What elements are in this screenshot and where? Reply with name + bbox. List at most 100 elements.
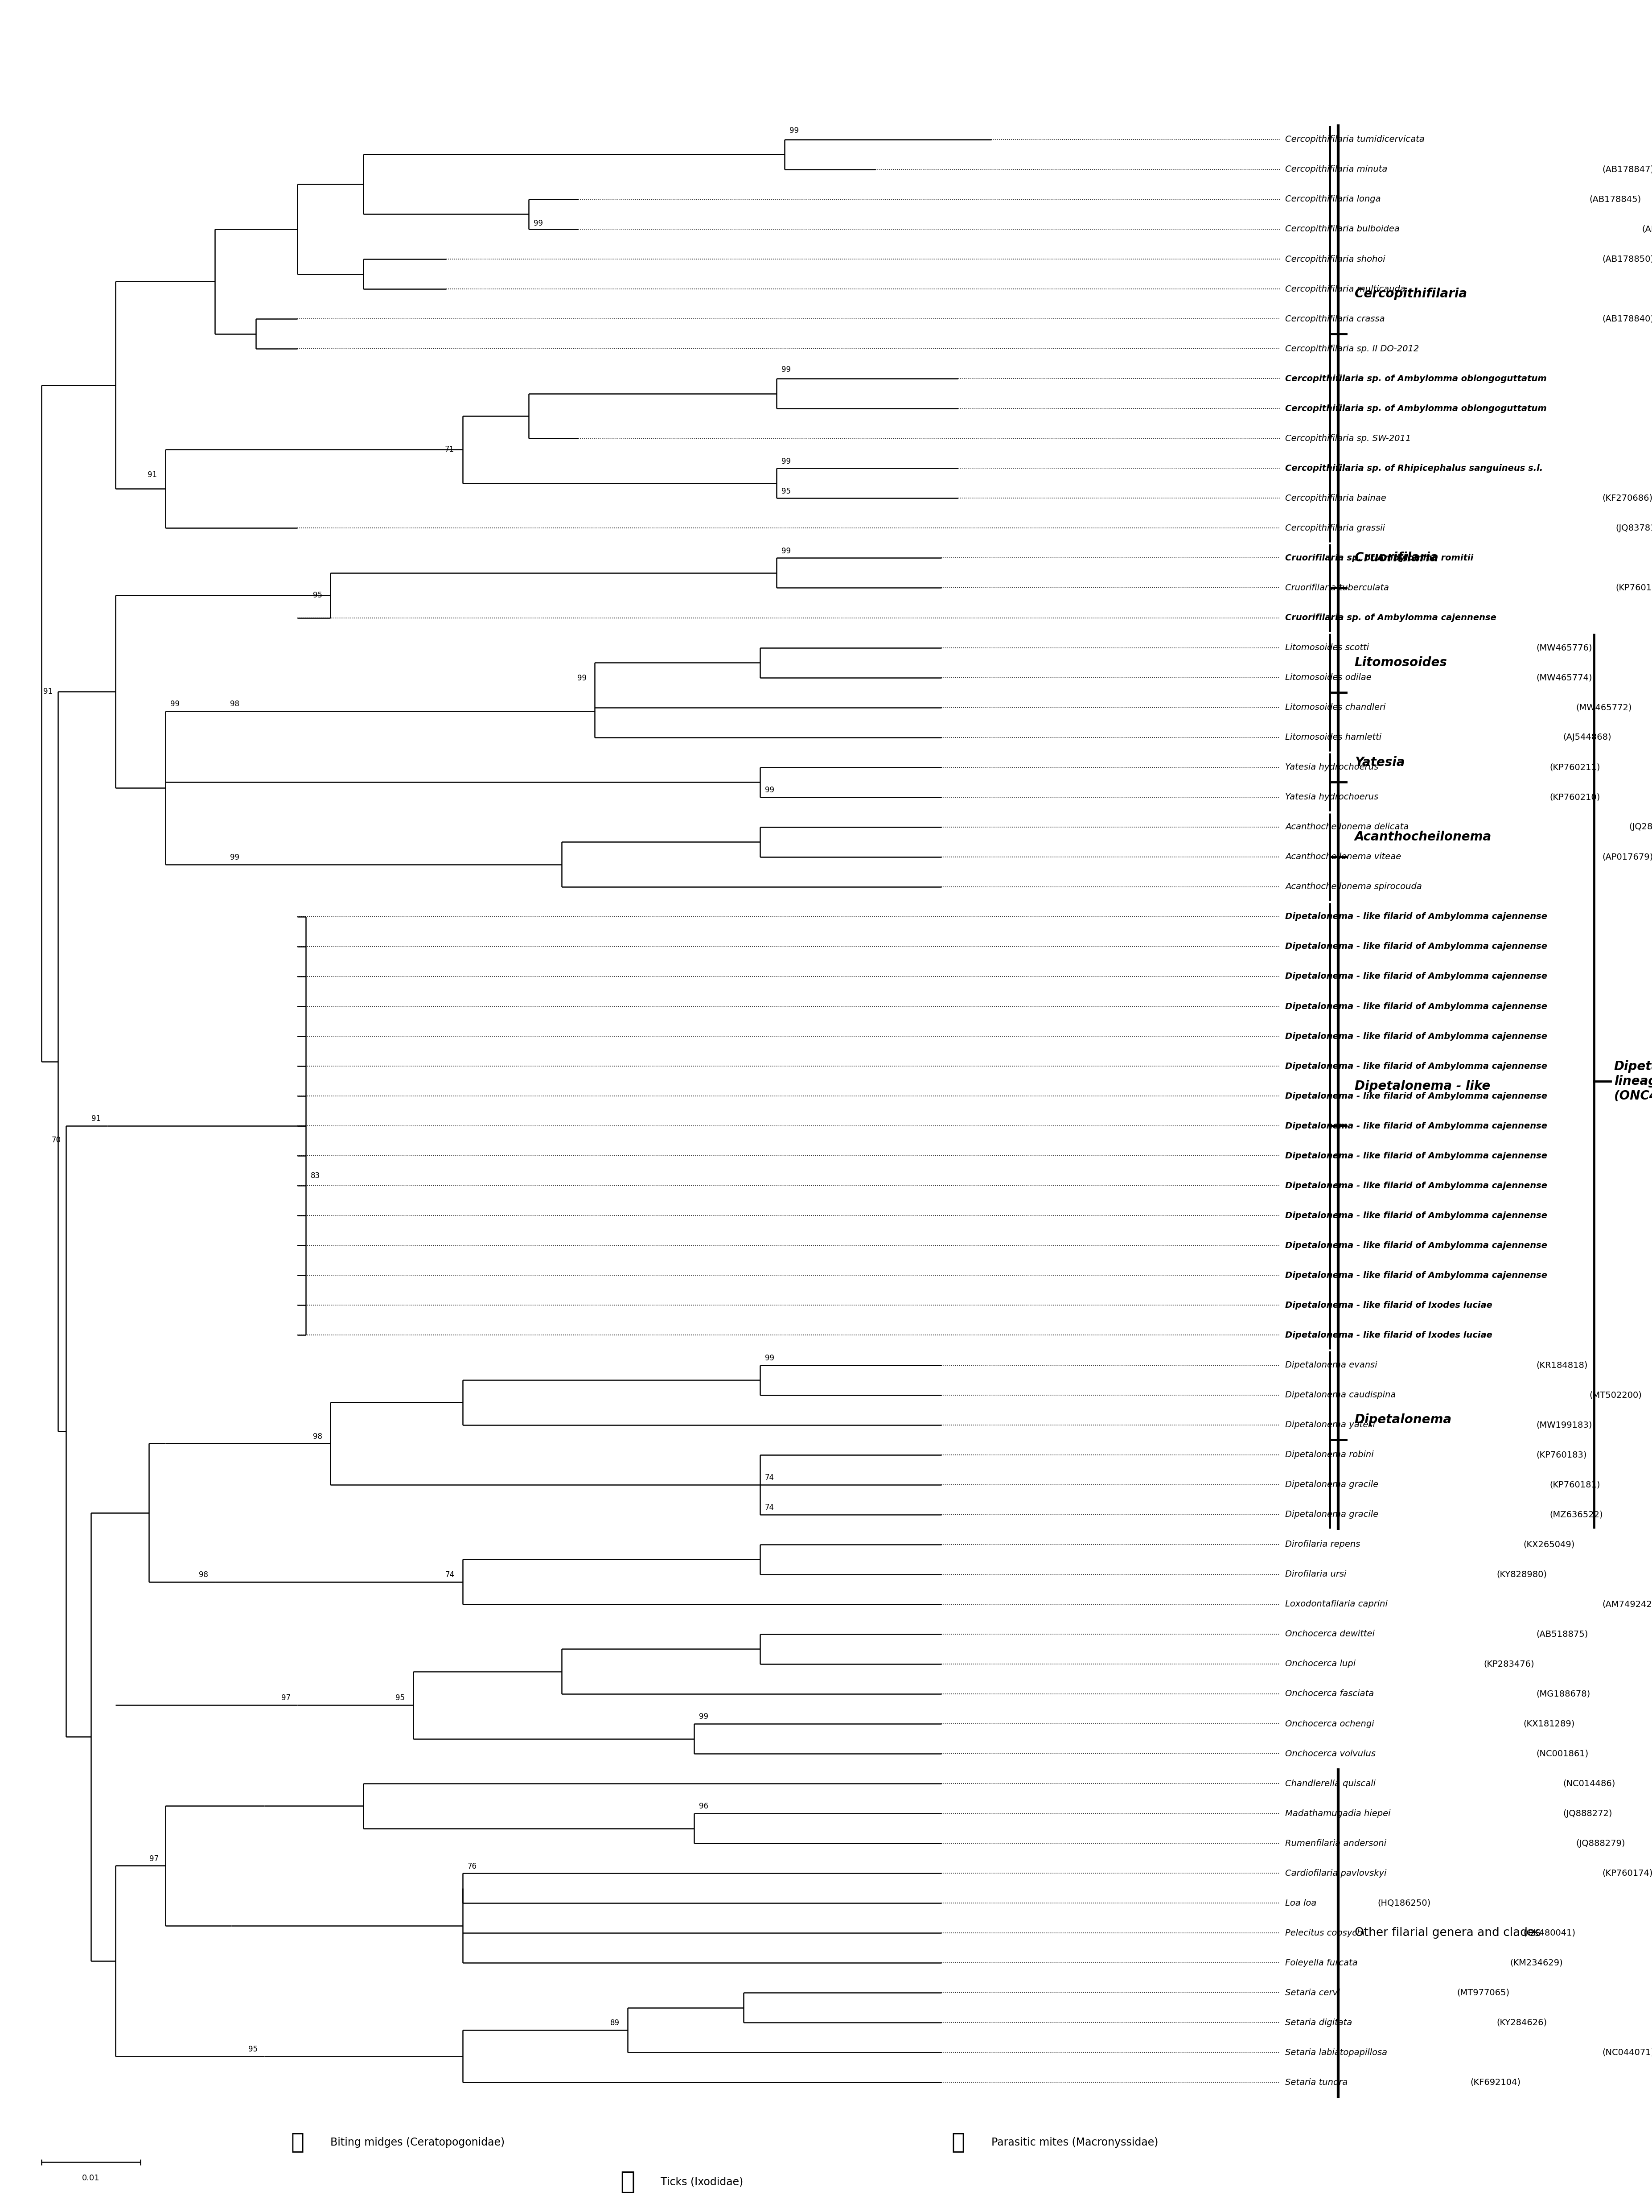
Text: (AB178847): (AB178847) [1602, 166, 1652, 173]
Text: (KX265049): (KX265049) [1523, 1540, 1574, 1548]
Text: Pelecitus copsychi: Pelecitus copsychi [1285, 1929, 1368, 1938]
Text: Cruorifilaria sp. of Ambylomma romitii: Cruorifilaria sp. of Ambylomma romitii [1285, 553, 1474, 562]
Text: Cercopithifilaria: Cercopithifilaria [1355, 288, 1467, 301]
Text: 96: 96 [699, 1803, 709, 1809]
Text: Dipetalonema
lineage
(ONC4): Dipetalonema lineage (ONC4) [1614, 1060, 1652, 1102]
Text: 76: 76 [468, 1863, 477, 1869]
Text: Onchocerca dewittei: Onchocerca dewittei [1285, 1630, 1378, 1639]
Text: Loa loa: Loa loa [1285, 1898, 1320, 1907]
Text: 99: 99 [230, 854, 240, 860]
Text: 89: 89 [610, 2020, 620, 2026]
Text: (NC044071): (NC044071) [1602, 2048, 1652, 2057]
Text: (MW199183): (MW199183) [1536, 1420, 1593, 1429]
Text: Loxodontafilaria caprini: Loxodontafilaria caprini [1285, 1599, 1391, 1608]
Text: (MW465776): (MW465776) [1536, 644, 1593, 653]
Text: Setaria cervi: Setaria cervi [1285, 1989, 1343, 1997]
Text: 95: 95 [395, 1694, 405, 1701]
Text: Dipetalonema - like: Dipetalonema - like [1355, 1079, 1490, 1093]
Text: (JQ888279): (JQ888279) [1576, 1838, 1626, 1847]
Text: Dipetalonema - like filarid of Ixodes luciae: Dipetalonema - like filarid of Ixodes lu… [1285, 1332, 1492, 1340]
Text: (MG188678): (MG188678) [1536, 1690, 1591, 1699]
Text: Dipetalonema - like filarid of Ambylomma cajennense: Dipetalonema - like filarid of Ambylomma… [1285, 1181, 1548, 1190]
Text: Dipetalonema - like filarid of Ambylomma cajennense: Dipetalonema - like filarid of Ambylomma… [1285, 1121, 1548, 1130]
Text: 95: 95 [312, 591, 322, 599]
Text: (JQ837810): (JQ837810) [1616, 524, 1652, 533]
Text: (KP760176): (KP760176) [1616, 584, 1652, 593]
Text: 0.01: 0.01 [83, 2174, 99, 2183]
Text: 71: 71 [444, 445, 454, 453]
Text: 91: 91 [91, 1115, 101, 1124]
Text: Yatesia hydrochoerus: Yatesia hydrochoerus [1285, 763, 1381, 772]
Text: 91: 91 [147, 471, 157, 478]
Text: Cercopithifilaria grassii: Cercopithifilaria grassii [1285, 524, 1388, 533]
Text: Dipetalonema - like filarid of Ambylomma cajennense: Dipetalonema - like filarid of Ambylomma… [1285, 1241, 1548, 1250]
Text: Cercopithifilaria longa: Cercopithifilaria longa [1285, 195, 1384, 204]
Text: 99: 99 [781, 365, 791, 374]
Text: 99: 99 [765, 1354, 775, 1363]
Text: Yatesia hydrochoerus: Yatesia hydrochoerus [1285, 792, 1381, 801]
Text: Cercopithifilaria crassa: Cercopithifilaria crassa [1285, 314, 1388, 323]
Text: (AB178850): (AB178850) [1602, 254, 1652, 263]
Text: Madathamugadia hiepei: Madathamugadia hiepei [1285, 1809, 1394, 1818]
Text: Setaria digitata: Setaria digitata [1285, 2017, 1355, 2026]
Text: Dipetalonema - like filarid of Ambylomma cajennense: Dipetalonema - like filarid of Ambylomma… [1285, 1152, 1548, 1159]
Text: Dipetalonema gracile: Dipetalonema gracile [1285, 1511, 1381, 1520]
Text: (OK480041): (OK480041) [1523, 1929, 1576, 1938]
Text: Acanthocheilonema: Acanthocheilonema [1355, 832, 1492, 843]
Text: Setaria labiatopapillosa: Setaria labiatopapillosa [1285, 2048, 1391, 2057]
Text: Yatesia: Yatesia [1355, 757, 1404, 768]
Text: Cercopithifilaria sp. SW-2011: Cercopithifilaria sp. SW-2011 [1285, 434, 1414, 442]
Text: (KP760181): (KP760181) [1550, 1480, 1601, 1489]
Text: Dirofilaria ursi: Dirofilaria ursi [1285, 1571, 1350, 1579]
Text: (KP760211): (KP760211) [1550, 763, 1601, 772]
Text: (KP283476): (KP283476) [1483, 1659, 1535, 1668]
Text: Rumenfilaria andersoni: Rumenfilaria andersoni [1285, 1838, 1389, 1847]
Text: Dipetalonema: Dipetalonema [1355, 1413, 1452, 1427]
Text: Litomosoides hamletti: Litomosoides hamletti [1285, 732, 1384, 741]
Text: 99: 99 [781, 546, 791, 555]
Text: Dipetalonema - like filarid of Ambylomma cajennense: Dipetalonema - like filarid of Ambylomma… [1285, 1093, 1548, 1099]
Text: (AB178834): (AB178834) [1642, 226, 1652, 234]
Text: (HQ186250): (HQ186250) [1378, 1898, 1431, 1907]
Text: 99: 99 [765, 785, 775, 794]
Text: Dipetalonema - like filarid of Ambylomma cajennense: Dipetalonema - like filarid of Ambylomma… [1285, 942, 1548, 951]
Text: Onchocerca lupi: Onchocerca lupi [1285, 1659, 1358, 1668]
Text: (KX181289): (KX181289) [1523, 1719, 1574, 1728]
Text: (KY284626): (KY284626) [1497, 2017, 1548, 2026]
Text: Dipetalonema - like filarid of Ambylomma cajennense: Dipetalonema - like filarid of Ambylomma… [1285, 1062, 1548, 1071]
Text: Dipetalonema - like filarid of Ambylomma cajennense: Dipetalonema - like filarid of Ambylomma… [1285, 1033, 1548, 1040]
Text: Acanthocheilonema viteae: Acanthocheilonema viteae [1285, 852, 1404, 860]
Text: Cardiofilaria pavlovskyi: Cardiofilaria pavlovskyi [1285, 1869, 1389, 1878]
Text: 74: 74 [765, 1473, 775, 1482]
Text: 99: 99 [170, 701, 180, 708]
Text: 98: 98 [230, 701, 240, 708]
Text: Onchocerca volvulus: Onchocerca volvulus [1285, 1750, 1378, 1759]
Text: 74: 74 [765, 1504, 775, 1511]
Text: (AP017679): (AP017679) [1602, 852, 1652, 860]
Text: 70: 70 [51, 1137, 61, 1144]
Text: Dipetalonema - like filarid of Ambylomma cajennense: Dipetalonema - like filarid of Ambylomma… [1285, 1212, 1548, 1219]
Text: 99: 99 [534, 219, 544, 228]
Text: Cercopithifilaria sp. of Rhipicephalus sanguineus s.l.: Cercopithifilaria sp. of Rhipicephalus s… [1285, 465, 1543, 473]
Text: (AB178845): (AB178845) [1589, 195, 1640, 204]
Text: Onchocerca fasciata: Onchocerca fasciata [1285, 1690, 1376, 1699]
Text: (NC014486): (NC014486) [1563, 1778, 1616, 1787]
Text: 97: 97 [149, 1854, 159, 1863]
Text: (JQ289993): (JQ289993) [1629, 823, 1652, 832]
Text: Ticks (Ixodidae): Ticks (Ixodidae) [661, 2177, 743, 2188]
Text: Dipetalonema gracile: Dipetalonema gracile [1285, 1480, 1381, 1489]
Text: Cercopithifilaria bainae: Cercopithifilaria bainae [1285, 493, 1389, 502]
Text: Dipetalonema - like filarid of Ambylomma cajennense: Dipetalonema - like filarid of Ambylomma… [1285, 1002, 1548, 1011]
Text: Dipetalonema - like filarid of Ambylomma cajennense: Dipetalonema - like filarid of Ambylomma… [1285, 973, 1548, 980]
Text: Setaria tundra: Setaria tundra [1285, 2079, 1351, 2086]
Text: Foleyella furcata: Foleyella furcata [1285, 1958, 1361, 1966]
Text: (MZ636522): (MZ636522) [1550, 1511, 1602, 1520]
Text: Dipetalonema - like filarid of Ambylomma cajennense: Dipetalonema - like filarid of Ambylomma… [1285, 1272, 1548, 1279]
Text: Cruorifilaria tuberculata: Cruorifilaria tuberculata [1285, 584, 1393, 593]
Text: Dipetalonema evansi: Dipetalonema evansi [1285, 1360, 1379, 1369]
Text: (KF270686): (KF270686) [1602, 493, 1652, 502]
Text: (KP760183): (KP760183) [1536, 1451, 1588, 1460]
Text: Cruorifilaria: Cruorifilaria [1355, 551, 1439, 564]
Text: Other filarial genera and clades: Other filarial genera and clades [1355, 1927, 1541, 1938]
Text: Cercopithifilaria shohoi: Cercopithifilaria shohoi [1285, 254, 1388, 263]
